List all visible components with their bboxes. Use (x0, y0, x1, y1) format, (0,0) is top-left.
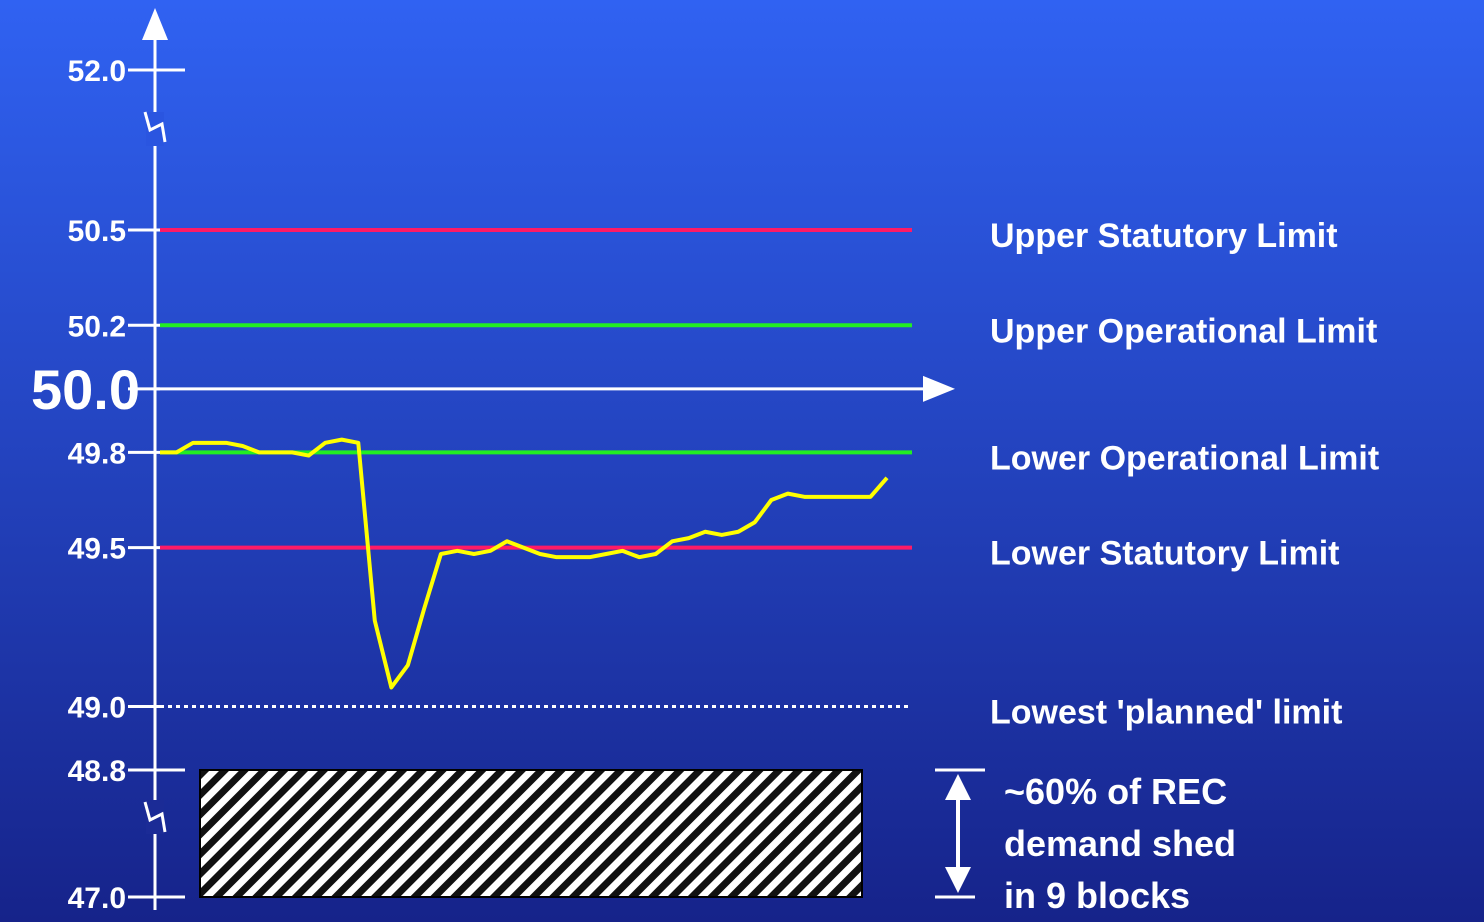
shed-label: demand shed (1004, 823, 1236, 864)
reference-label: Upper Statutory Limit (990, 217, 1338, 255)
y-tick-label: 47.0 (68, 882, 126, 915)
axis-break (143, 800, 167, 834)
reference-label: Upper Operational Limit (990, 312, 1377, 350)
y-tick-label: 49.8 (68, 437, 126, 470)
y-tick-label: 49.0 (68, 691, 126, 724)
shed-arrow-head (945, 774, 971, 800)
reference-label: Lowest 'planned' limit (990, 693, 1342, 731)
shed-label: ~60% of REC (1004, 771, 1227, 812)
y-tick-label: 50.5 (68, 215, 126, 248)
shed-label: in 9 blocks (1004, 875, 1190, 916)
x-axis-arrow (923, 375, 955, 402)
axis-break (143, 111, 167, 146)
y-tick-label: 48.8 (68, 755, 126, 788)
shed-arrow-head (945, 867, 971, 893)
reference-label: Lower Operational Limit (990, 439, 1379, 477)
y-tick-label: 52.0 (68, 55, 126, 88)
y-tick-label: 50.0 (31, 358, 140, 421)
reference-label: Lower Statutory Limit (990, 535, 1339, 573)
y-tick-label: 50.2 (68, 310, 126, 343)
y-tick-label: 49.5 (68, 533, 126, 566)
y-axis-arrow (142, 8, 168, 40)
shed-region (199, 769, 863, 898)
frequency-trace (160, 437, 889, 690)
